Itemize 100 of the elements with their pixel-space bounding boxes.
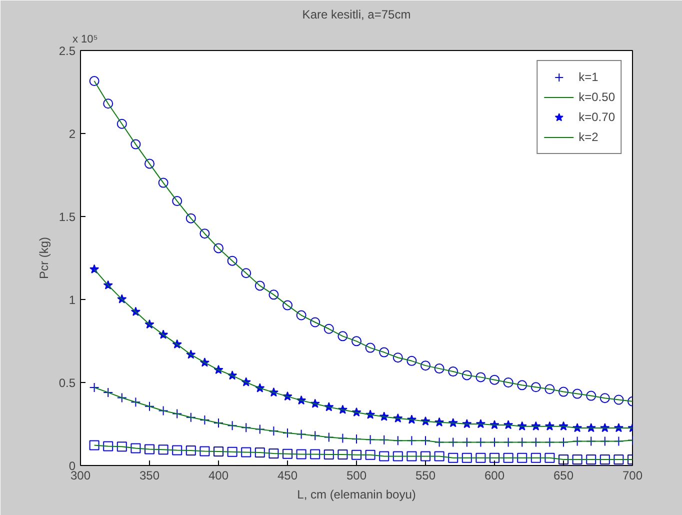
- y-tick-label: 2.5: [58, 44, 76, 58]
- point: [517, 452, 528, 463]
- line-series: [94, 386, 632, 443]
- x-tick-label: 550: [415, 468, 436, 482]
- point: [352, 336, 362, 346]
- point: [406, 451, 417, 462]
- point: [241, 268, 252, 278]
- point: [392, 451, 403, 462]
- point: [89, 440, 100, 450]
- point: [103, 98, 114, 109]
- x-tick-label: 650: [553, 468, 574, 482]
- point: [200, 228, 210, 239]
- line-series: [94, 80, 632, 402]
- point: [462, 370, 472, 380]
- point: [544, 452, 555, 463]
- point: [186, 446, 196, 456]
- point: [600, 454, 610, 465]
- x-tick-label: 500: [346, 468, 367, 482]
- point: [338, 331, 348, 342]
- point: [214, 446, 224, 457]
- point: [268, 290, 279, 300]
- point: [116, 118, 127, 129]
- legend-label: k=0.50: [578, 90, 615, 104]
- point: [365, 342, 376, 353]
- y-axis-title: Pcr (kg): [36, 236, 51, 279]
- legend-label: k=1: [578, 70, 599, 84]
- y-tick-label: 1.5: [58, 210, 76, 224]
- point: [544, 384, 555, 394]
- x-tick-label: 300: [70, 468, 91, 482]
- point: [227, 446, 238, 457]
- point: [517, 380, 528, 390]
- point: [406, 356, 417, 366]
- point: [254, 448, 265, 458]
- point: [490, 452, 500, 463]
- point: [614, 454, 624, 465]
- point: [530, 382, 541, 392]
- point: [89, 76, 100, 86]
- point: [268, 448, 279, 459]
- point: [144, 444, 154, 454]
- point: [379, 347, 390, 358]
- point: [144, 158, 154, 169]
- point: [296, 310, 306, 320]
- point: [116, 442, 127, 452]
- point: [392, 352, 403, 363]
- point: [558, 454, 568, 465]
- chart-title: Kare kesitli, a=75cm: [302, 8, 411, 22]
- point: [310, 317, 320, 328]
- legend-label: k=2: [578, 130, 599, 144]
- point: [503, 378, 514, 388]
- point: [103, 441, 114, 452]
- point: [130, 443, 141, 454]
- point: [282, 448, 292, 459]
- y-tick-label: 1: [68, 293, 76, 307]
- point: [572, 454, 582, 465]
- point: [172, 445, 182, 456]
- point: [448, 452, 458, 463]
- point: [158, 444, 168, 455]
- point: [310, 449, 320, 460]
- point: [214, 243, 224, 254]
- point: [186, 213, 196, 224]
- point: [241, 447, 252, 458]
- point: [324, 450, 334, 460]
- point: [254, 280, 265, 291]
- point: [600, 393, 610, 404]
- point: [130, 139, 141, 150]
- y-tick-label: 2: [68, 127, 76, 141]
- x-tick-label: 700: [622, 468, 643, 482]
- point: [530, 452, 541, 463]
- y-tick-label: 0.5: [58, 376, 76, 390]
- point: [172, 196, 182, 206]
- x-tick-label: 350: [139, 468, 160, 482]
- point: [227, 256, 238, 266]
- x-axis-title: L, cm (elemanin boyu): [297, 488, 416, 502]
- point: [462, 452, 472, 463]
- point: [448, 366, 458, 377]
- point: [434, 451, 444, 462]
- point: [158, 178, 168, 188]
- point: [586, 390, 596, 401]
- point: [572, 388, 582, 399]
- point: [420, 451, 430, 462]
- x-tick-label: 600: [484, 468, 505, 482]
- point: [558, 386, 568, 397]
- point: [476, 452, 486, 463]
- legend-label: k=0.70: [578, 110, 615, 124]
- point: [338, 450, 348, 460]
- point: [352, 450, 362, 460]
- point: [296, 449, 306, 460]
- point: [420, 360, 430, 371]
- point: [614, 394, 624, 405]
- point: [586, 454, 596, 465]
- point: [490, 374, 500, 385]
- text: x 10⁵: [72, 34, 98, 46]
- point: [324, 324, 334, 334]
- x-tick-label: 400: [208, 468, 229, 482]
- point: [282, 300, 292, 310]
- point: [434, 364, 444, 374]
- point: [476, 372, 486, 382]
- point: [379, 451, 390, 462]
- point: [503, 452, 514, 463]
- point: [365, 450, 376, 460]
